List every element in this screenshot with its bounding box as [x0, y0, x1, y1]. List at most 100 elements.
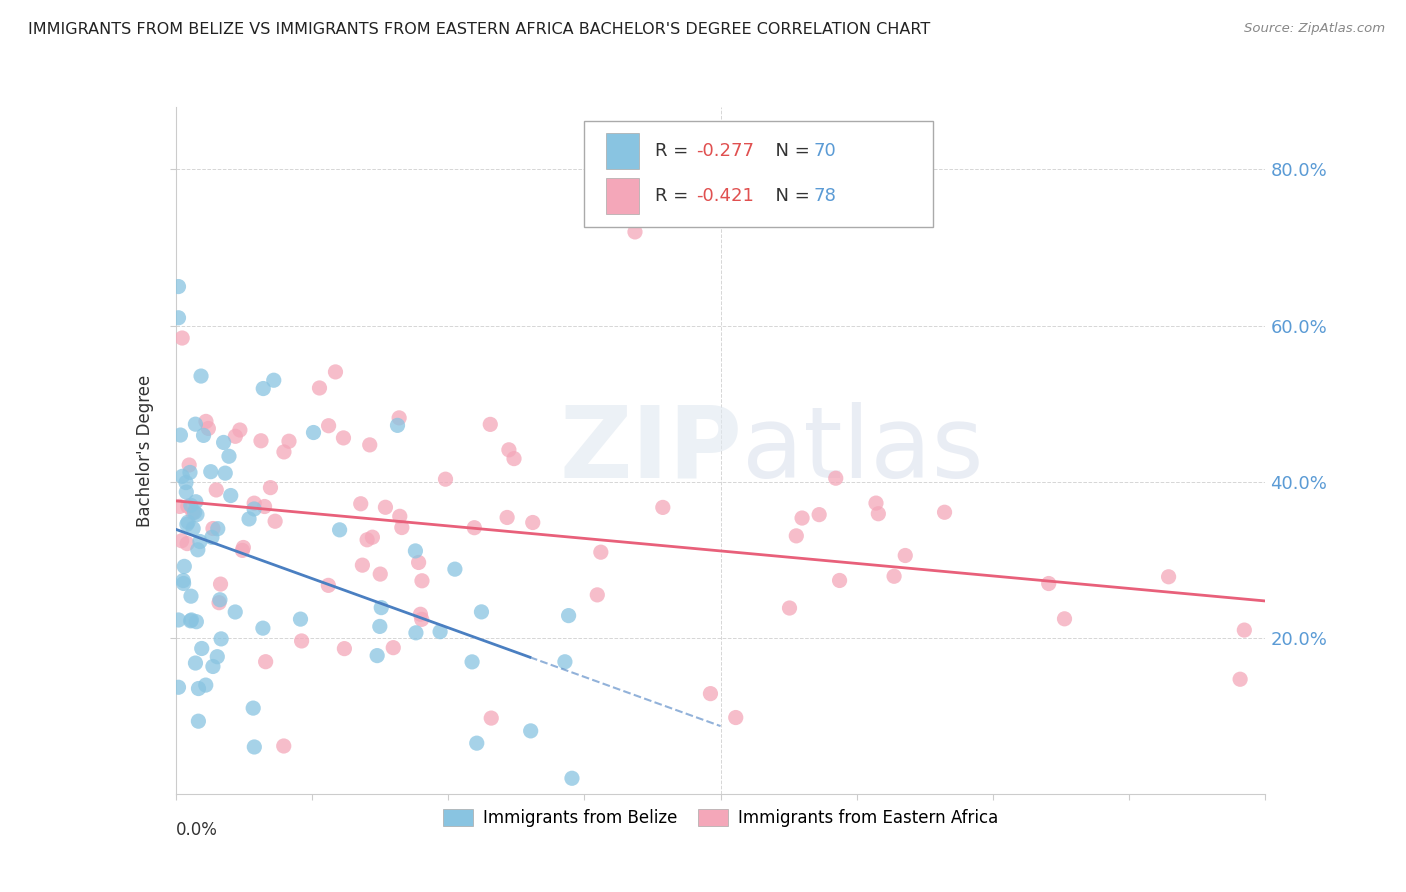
- Point: [224, 605, 246, 619]
- Point: [409, 607, 432, 622]
- Text: ZIP: ZIP: [560, 402, 742, 499]
- Point: [187, 681, 209, 696]
- Text: Source: ZipAtlas.com: Source: ZipAtlas.com: [1244, 22, 1385, 36]
- Point: [479, 417, 502, 432]
- Point: [174, 475, 197, 490]
- Point: [231, 543, 253, 558]
- Point: [361, 530, 384, 544]
- Point: [865, 496, 887, 510]
- Point: [894, 549, 917, 563]
- Text: N =: N =: [765, 142, 815, 161]
- Point: [624, 225, 647, 239]
- Y-axis label: Bachelor's Degree: Bachelor's Degree: [136, 375, 155, 526]
- Point: [219, 489, 242, 503]
- Point: [209, 577, 232, 591]
- Point: [190, 369, 212, 384]
- Point: [179, 458, 201, 472]
- Point: [263, 373, 285, 387]
- Point: [724, 710, 747, 724]
- Point: [177, 500, 200, 514]
- Point: [408, 556, 430, 570]
- Point: [522, 516, 544, 530]
- Point: [387, 418, 409, 433]
- Point: [170, 533, 193, 548]
- Point: [1233, 623, 1256, 637]
- Point: [167, 310, 190, 325]
- Point: [167, 279, 190, 293]
- Point: [352, 558, 374, 573]
- Point: [243, 496, 266, 510]
- Point: [808, 508, 831, 522]
- Point: [200, 465, 222, 479]
- Point: [187, 714, 209, 729]
- Point: [370, 600, 392, 615]
- Point: [180, 499, 202, 513]
- Point: [205, 483, 228, 497]
- Legend: Immigrants from Belize, Immigrants from Eastern Africa: Immigrants from Belize, Immigrants from …: [437, 802, 1004, 834]
- Point: [461, 655, 484, 669]
- Point: [179, 466, 201, 480]
- Text: N =: N =: [765, 187, 815, 205]
- Point: [181, 506, 204, 520]
- Text: IMMIGRANTS FROM BELIZE VS IMMIGRANTS FROM EASTERN AFRICA BACHELOR'S DEGREE CORRE: IMMIGRANTS FROM BELIZE VS IMMIGRANTS FRO…: [28, 22, 931, 37]
- Point: [212, 435, 235, 450]
- Point: [359, 438, 381, 452]
- Point: [465, 736, 488, 750]
- Point: [333, 641, 356, 656]
- Point: [172, 331, 194, 345]
- Point: [172, 469, 194, 483]
- Point: [470, 605, 492, 619]
- Point: [368, 619, 391, 633]
- Point: [252, 621, 274, 635]
- Point: [167, 680, 190, 694]
- Point: [188, 534, 211, 549]
- Point: [250, 434, 273, 448]
- Point: [332, 431, 354, 445]
- Point: [253, 500, 276, 514]
- Point: [177, 515, 200, 529]
- Point: [1157, 570, 1180, 584]
- Point: [434, 472, 457, 486]
- Point: [278, 434, 301, 449]
- Point: [180, 613, 202, 627]
- Point: [824, 471, 846, 485]
- Point: [388, 509, 411, 524]
- Point: [214, 466, 236, 480]
- Point: [368, 567, 391, 582]
- Point: [173, 576, 195, 591]
- Point: [273, 739, 295, 753]
- Point: [318, 578, 340, 592]
- Point: [273, 445, 295, 459]
- Point: [290, 612, 312, 626]
- Point: [238, 512, 260, 526]
- Point: [779, 601, 801, 615]
- Point: [242, 701, 264, 715]
- Point: [554, 655, 576, 669]
- Point: [208, 596, 231, 610]
- Text: 70: 70: [813, 142, 837, 161]
- Point: [785, 529, 807, 543]
- Point: [243, 502, 266, 516]
- Point: [291, 634, 314, 648]
- Point: [194, 414, 217, 428]
- Point: [498, 442, 520, 457]
- Point: [184, 417, 207, 432]
- Point: [254, 655, 277, 669]
- Text: 78: 78: [813, 187, 837, 205]
- Point: [561, 771, 583, 786]
- Point: [184, 494, 207, 508]
- Point: [302, 425, 325, 440]
- Point: [180, 589, 202, 603]
- Point: [194, 678, 217, 692]
- Point: [374, 500, 396, 515]
- Point: [463, 521, 485, 535]
- Point: [201, 659, 224, 673]
- Point: [404, 544, 426, 558]
- Point: [883, 569, 905, 583]
- Point: [172, 574, 194, 588]
- Point: [218, 450, 240, 464]
- Point: [350, 497, 373, 511]
- Point: [207, 522, 229, 536]
- Point: [176, 536, 198, 550]
- Point: [186, 508, 208, 522]
